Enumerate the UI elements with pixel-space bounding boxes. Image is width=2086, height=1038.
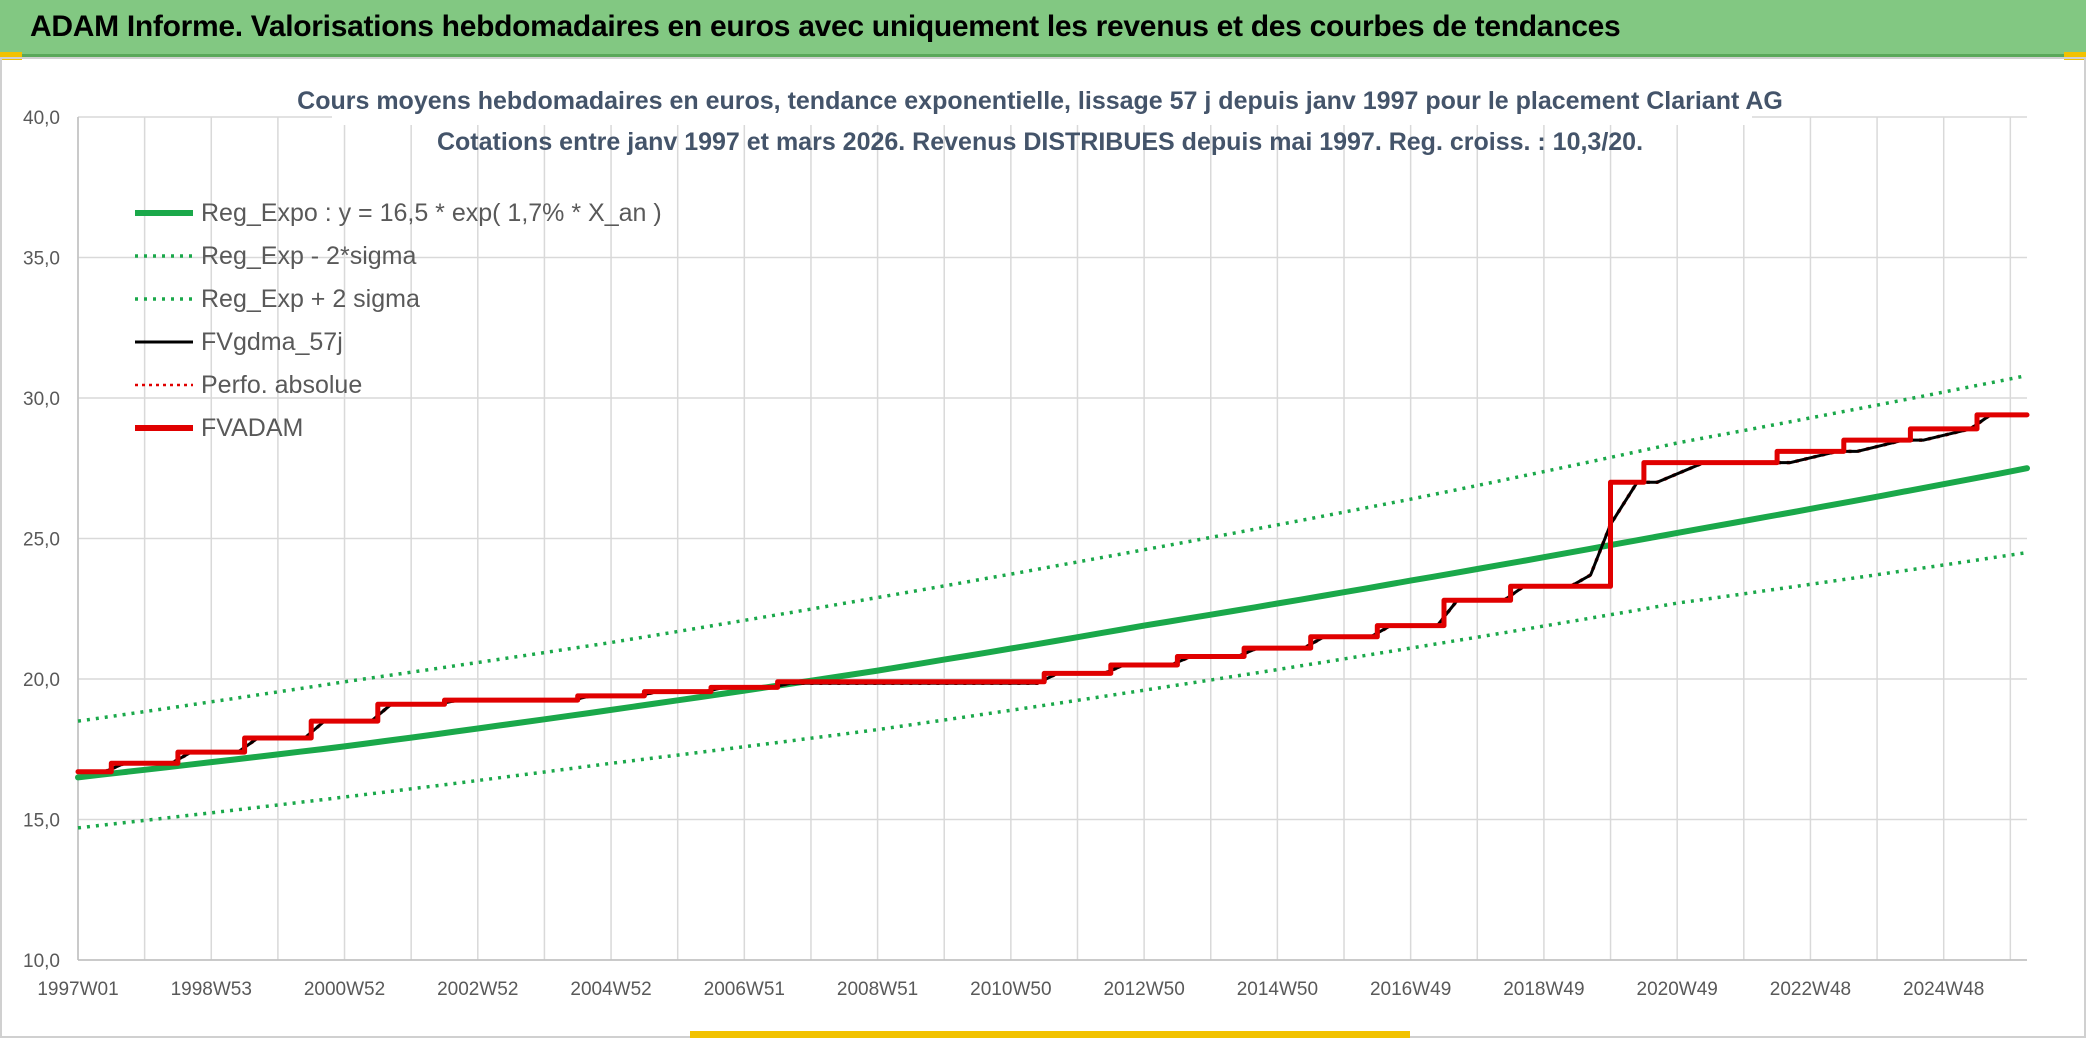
chart-series: [75, 373, 2030, 830]
line-chart: 10,0 15,0 20,0 25,0 30,0 35,0 40,0 1997W01 1998…: [23, 63, 2030, 1000]
x-tick-label: 2018W49: [1503, 979, 1584, 1000]
y-tick-label: 30,0: [23, 389, 60, 410]
series-line-0: [75, 465, 2030, 781]
chart-legend: Reg_Expo : y = 16,5 * exp( 1,7% * X_an )…: [135, 199, 662, 442]
banner-corner-right: [2064, 52, 2086, 60]
y-tick-label: 10,0: [23, 951, 60, 972]
y-axis-ticks: 10,0 15,0 20,0 25,0 30,0 35,0 40,0: [23, 108, 60, 972]
x-tick-label: 2008W51: [837, 979, 918, 1000]
chart-grid: [77, 116, 2027, 961]
series-line-4: [78, 413, 2027, 774]
y-tick-label: 35,0: [23, 249, 60, 270]
x-tick-label: 2006W51: [704, 979, 785, 1000]
legend-label: Reg_Exp - 2*sigma: [201, 242, 416, 270]
chart-title-line-1: Cours moyens hebdomadaires en euros, ten…: [297, 87, 1783, 115]
y-tick-label: 40,0: [23, 108, 60, 129]
legend-label: Perfo. absolue: [201, 371, 362, 399]
x-axis-ticks: 1997W01 1998W53 2000W52 2002W52 2004W52 2006W…: [37, 979, 1984, 1000]
legend-label: Reg_Exp + 2 sigma: [201, 285, 420, 313]
series-line-1: [77, 550, 2028, 830]
legend-label: Reg_Expo : y = 16,5 * exp( 1,7% * X_an ): [201, 199, 662, 227]
x-tick-label: 1997W01: [37, 979, 118, 1000]
x-tick-label: 2022W48: [1770, 979, 1851, 1000]
x-tick-label: 2012W50: [1103, 979, 1184, 1000]
x-tick-label: 2014W50: [1237, 979, 1318, 1000]
y-tick-label: 25,0: [23, 530, 60, 551]
report-banner: ADAM Informe. Valorisations hebdomadaire…: [0, 0, 2086, 57]
series-line-5: [75, 412, 2030, 775]
title-background: [332, 63, 1752, 125]
series-line-2: [77, 373, 2028, 723]
x-tick-label: 2000W52: [304, 979, 385, 1000]
x-tick-label: 2016W49: [1370, 979, 1451, 1000]
legend-label: FVADAM: [201, 414, 303, 442]
x-tick-label: 2020W49: [1637, 979, 1718, 1000]
x-tick-label: 2004W52: [570, 979, 651, 1000]
bottom-accent-bar: [690, 1031, 1410, 1038]
y-tick-label: 15,0: [23, 811, 60, 832]
legend-label: FVgdma_57j: [201, 328, 343, 356]
x-tick-label: 2002W52: [437, 979, 518, 1000]
x-tick-label: 1998W53: [171, 979, 252, 1000]
x-tick-label: 2010W50: [970, 979, 1051, 1000]
y-tick-label: 20,0: [23, 670, 60, 691]
chart-title-line-2: Cotations entre janv 1997 et mars 2026. …: [437, 128, 1643, 156]
banner-corner-left: [0, 52, 22, 60]
series-line-3: [76, 413, 2029, 774]
report-title: ADAM Informe. Valorisations hebdomadaire…: [30, 10, 1621, 43]
x-tick-label: 2024W48: [1903, 979, 1984, 1000]
